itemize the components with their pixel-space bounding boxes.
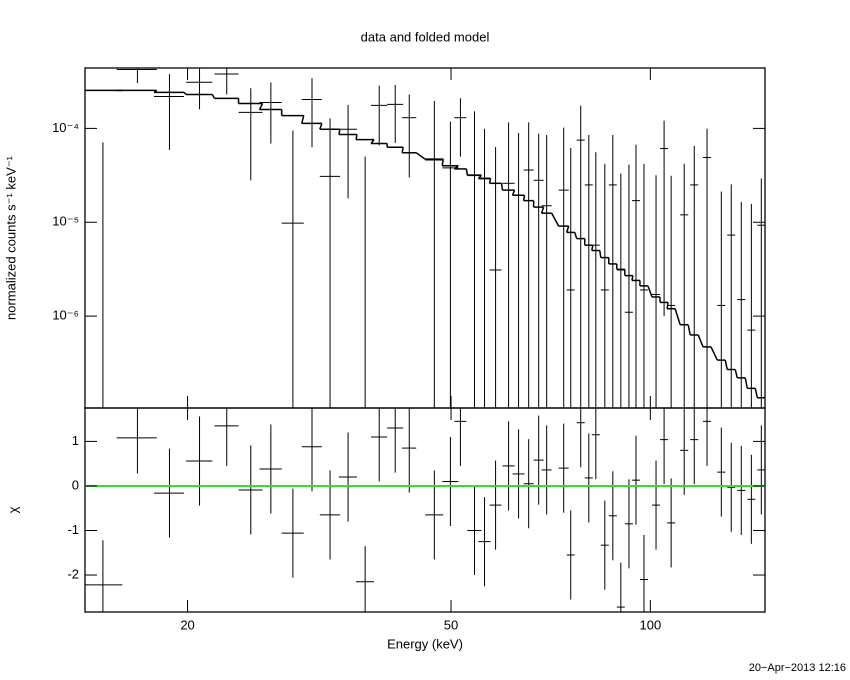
y-tick-label: 10⁻⁵ xyxy=(52,214,79,229)
model-step-riser xyxy=(258,103,264,110)
x-tick-label: 100 xyxy=(639,617,661,632)
model-step-riser xyxy=(211,94,216,99)
y-tick-label: -2 xyxy=(67,566,79,581)
model-step-riser xyxy=(550,212,560,227)
y-tick-label: 10⁻⁶ xyxy=(52,308,79,323)
model-step-riser xyxy=(574,232,578,239)
model-step-riser xyxy=(401,147,404,153)
model-step-riser xyxy=(415,152,426,160)
model-step-riser xyxy=(465,168,469,176)
x-axis-label: Energy (keV) xyxy=(387,636,463,651)
bottom-plot-area xyxy=(85,408,765,612)
model-step-riser xyxy=(338,129,341,135)
model-step-riser xyxy=(500,183,504,191)
model-step-riser xyxy=(754,388,759,398)
model-step-riser xyxy=(183,91,187,95)
x-tick-label: 20 xyxy=(180,617,194,632)
model-step-riser xyxy=(355,134,358,140)
model-step-riser xyxy=(441,159,444,166)
y-tick-label: 1 xyxy=(72,433,79,448)
y-axis-label: χ xyxy=(5,506,20,513)
model-step-riser xyxy=(522,195,526,201)
y-tick-label: -1 xyxy=(67,522,79,537)
top-frame xyxy=(84,67,766,409)
model-step-riser xyxy=(301,115,305,124)
model-step-riser xyxy=(540,206,545,214)
model-step-riser xyxy=(666,302,669,309)
model-step-riser xyxy=(631,275,634,281)
model-step-riser xyxy=(687,324,691,336)
model-step-riser xyxy=(724,359,728,370)
timestamp: 20−Apr−2013 12:16 xyxy=(749,662,846,674)
model-step-riser xyxy=(599,250,602,258)
top-plot-area xyxy=(85,68,765,408)
model-step-riser xyxy=(511,189,516,196)
model-step-riser xyxy=(647,285,653,298)
model-step-riser xyxy=(488,178,492,184)
chart-title: data and folded model xyxy=(361,29,490,44)
model-step-riser xyxy=(319,123,323,130)
model-step-riser xyxy=(744,377,749,389)
model-step-riser xyxy=(710,346,718,361)
bottom-frame xyxy=(84,407,766,613)
y-tick-label: 10⁻⁴ xyxy=(52,120,79,135)
model-step-riser xyxy=(734,369,738,379)
model-step-riser xyxy=(591,245,594,251)
y-axis-label: normalized counts s⁻¹ keV⁻¹ xyxy=(3,155,18,320)
model-step-riser xyxy=(565,225,570,233)
y-tick-label: 0 xyxy=(72,477,79,492)
model-step-riser xyxy=(674,308,681,325)
x-tick-label: 50 xyxy=(444,617,458,632)
model-step-riser xyxy=(697,334,704,348)
